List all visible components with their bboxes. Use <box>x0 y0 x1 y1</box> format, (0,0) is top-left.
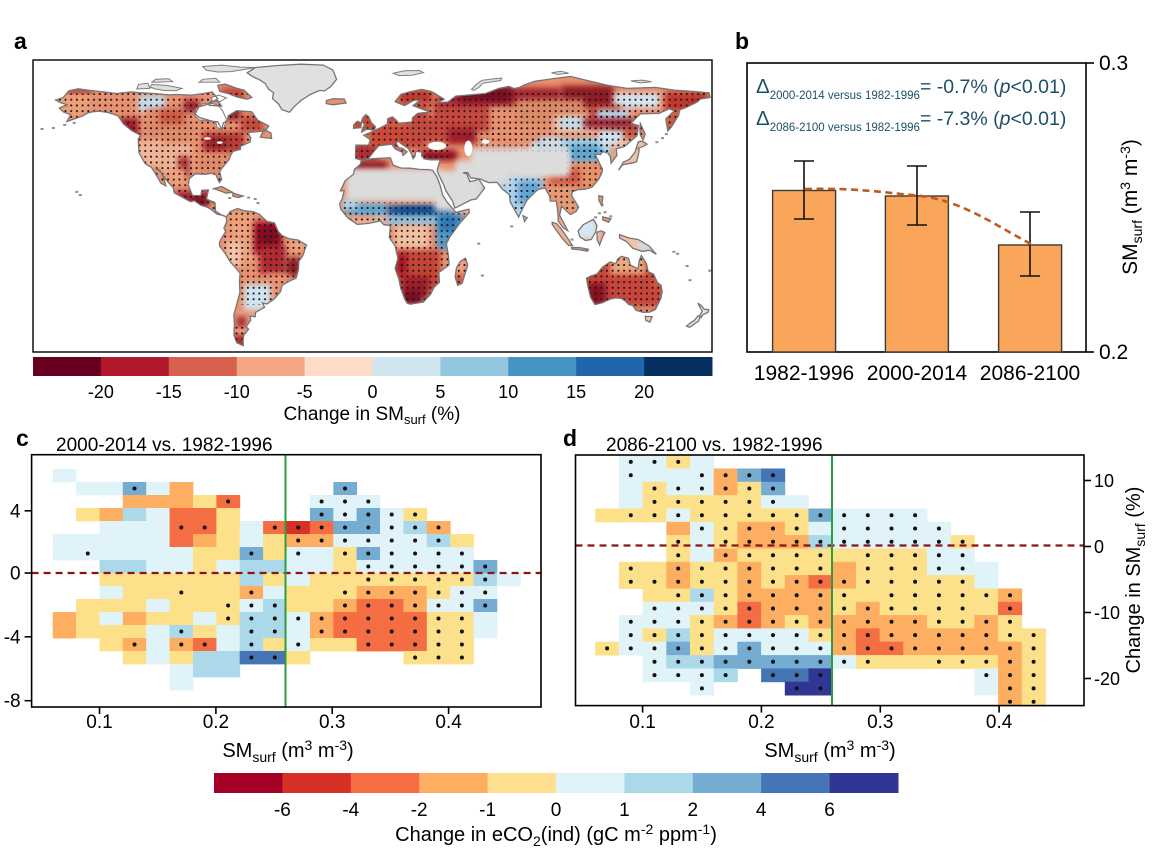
svg-text:-1: -1 <box>479 800 496 821</box>
svg-text:0.3: 0.3 <box>319 712 345 733</box>
svg-text:-5: -5 <box>297 382 313 402</box>
svg-text:SMsurf (m3 m-3): SMsurf (m3 m-3) <box>222 737 353 765</box>
svg-text:2000-2014 vs. 1982-1996: 2000-2014 vs. 1982-1996 <box>56 435 273 456</box>
svg-text:-4: -4 <box>342 800 359 821</box>
svg-text:2000-2014: 2000-2014 <box>867 362 968 385</box>
svg-text:a: a <box>14 28 27 54</box>
svg-text:6: 6 <box>824 800 835 821</box>
svg-text:0.4: 0.4 <box>986 712 1013 733</box>
svg-text:0: 0 <box>367 382 377 402</box>
svg-text:20: 20 <box>634 382 654 402</box>
svg-text:2086-2100 vs. 1982-1996: 2086-2100 vs. 1982-1996 <box>606 435 823 456</box>
svg-text:2: 2 <box>688 800 699 821</box>
svg-text:b: b <box>735 28 749 54</box>
svg-text:SMsurf (m3 m-3): SMsurf (m3 m-3) <box>1117 139 1145 275</box>
svg-text:d: d <box>563 425 577 451</box>
svg-text:Change in SMsurf (%): Change in SMsurf (%) <box>1123 487 1148 674</box>
svg-text:1982-1996: 1982-1996 <box>754 362 854 385</box>
svg-text:0.1: 0.1 <box>629 712 655 733</box>
svg-text:-4: -4 <box>4 627 21 648</box>
svg-text:10: 10 <box>1094 471 1114 491</box>
svg-text:Change in eCO2(ind) (gC m-2 pp: Change in eCO2(ind) (gC m-2 ppm-1) <box>395 821 717 849</box>
svg-text:0.3: 0.3 <box>1099 52 1128 75</box>
svg-text:-20: -20 <box>88 382 114 402</box>
svg-text:0.2: 0.2 <box>748 712 774 733</box>
svg-text:-15: -15 <box>156 382 182 402</box>
svg-text:0.3: 0.3 <box>867 712 893 733</box>
svg-text:-2: -2 <box>411 800 428 821</box>
svg-text:0.2: 0.2 <box>203 712 229 733</box>
svg-text:c: c <box>16 425 29 451</box>
svg-text:10: 10 <box>498 382 518 402</box>
svg-text:0.2: 0.2 <box>1099 341 1128 364</box>
svg-text:-8: -8 <box>4 691 21 712</box>
svg-text:0.4: 0.4 <box>435 712 462 733</box>
svg-text:4: 4 <box>10 501 21 522</box>
svg-text:-10: -10 <box>1094 603 1120 623</box>
svg-text:SMsurf (m3 m-3): SMsurf (m3 m-3) <box>764 737 895 765</box>
svg-text:2086-2100: 2086-2100 <box>980 362 1080 385</box>
svg-text:-6: -6 <box>274 800 291 821</box>
svg-text:Change in SMsurf (%): Change in SMsurf (%) <box>284 404 461 427</box>
svg-text:5: 5 <box>435 382 445 402</box>
svg-text:0.1: 0.1 <box>86 712 112 733</box>
svg-text:1: 1 <box>619 800 630 821</box>
svg-text:4: 4 <box>756 800 767 821</box>
svg-text:0: 0 <box>551 800 562 821</box>
svg-text:0: 0 <box>1094 537 1104 557</box>
svg-text:-10: -10 <box>224 382 250 402</box>
svg-text:0: 0 <box>10 564 21 585</box>
svg-text:15: 15 <box>566 382 586 402</box>
svg-text:-20: -20 <box>1094 669 1120 689</box>
